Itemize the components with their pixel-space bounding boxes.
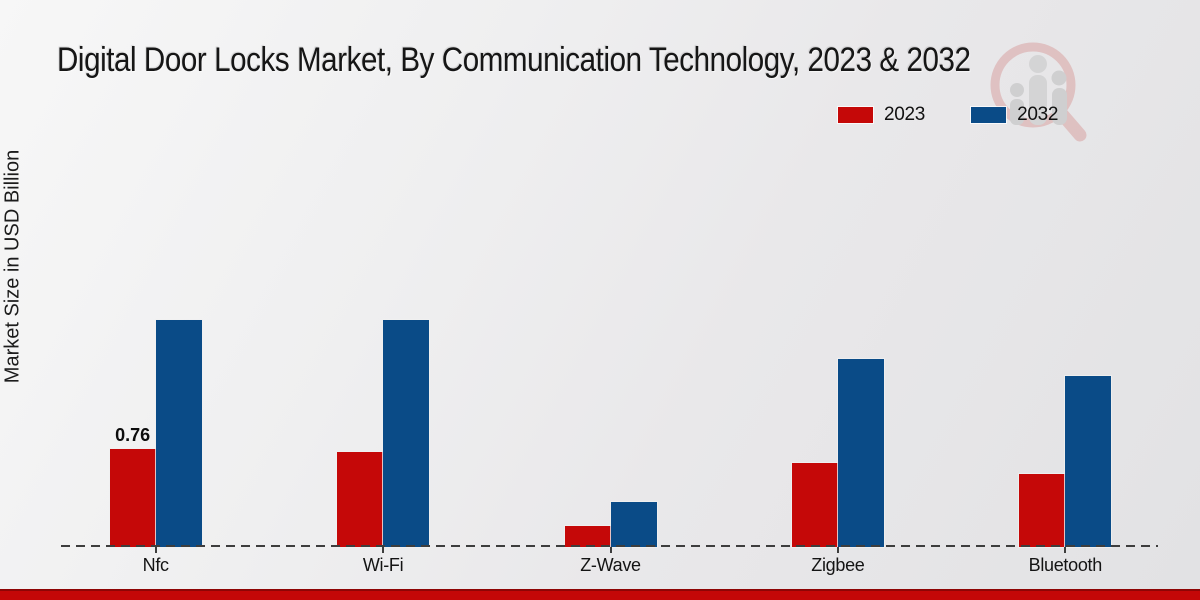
bar-2023-bluetooth	[1018, 473, 1067, 548]
legend-item-2032: 2032	[970, 104, 1059, 126]
y-axis-label: Market Size in USD Billion	[1, 149, 24, 384]
legend-label-2023: 2023	[884, 104, 926, 125]
x-axis-baseline	[61, 545, 1158, 547]
plot-area: Nfc Wi-Fi Z-Wave Zigbee Bluetooth 0.76	[61, 0, 1158, 575]
bar-value-label: 0.76	[115, 425, 151, 445]
legend: 2023 2032	[837, 104, 1059, 126]
chart-title: Digital Door Locks Market, By Communicat…	[57, 41, 971, 79]
legend-swatch-2023	[837, 106, 874, 124]
bar-2032-z-wave	[609, 501, 658, 548]
legend-label-2032: 2032	[1017, 104, 1059, 125]
x-tick-label-zigbee: Zigbee	[811, 555, 865, 575]
x-tick-label-bluetooth: Bluetooth	[1028, 555, 1103, 575]
bar-2032-wi-fi	[382, 319, 431, 548]
x-axis-tick-z-wave	[609, 547, 612, 553]
bar-2023-zigbee	[790, 462, 839, 548]
x-axis-tick-nfc	[154, 547, 157, 553]
bar-2032-zigbee	[836, 358, 885, 548]
x-axis-tick-wi-fi	[382, 547, 385, 553]
x-tick-label-z-wave: Z-Wave	[580, 555, 641, 575]
bottom-red-strip	[0, 589, 1200, 600]
x-axis-tick-bluetooth	[1064, 547, 1067, 553]
watermark-people-icons	[1010, 55, 1067, 125]
x-axis-tick-zigbee	[836, 547, 839, 553]
bar-2023-z-wave	[563, 525, 612, 548]
x-tick-label-nfc: Nfc	[142, 555, 169, 575]
bar-2032-bluetooth	[1064, 375, 1113, 548]
legend-item-2023: 2023	[837, 104, 926, 126]
bar-2023-nfc	[108, 448, 157, 548]
watermark-logo	[990, 42, 1087, 142]
legend-swatch-2032	[970, 106, 1008, 124]
bar-2032-nfc	[154, 319, 203, 548]
bar-2023-wi-fi	[336, 451, 385, 548]
x-tick-label-wi-fi: Wi-Fi	[362, 555, 404, 575]
